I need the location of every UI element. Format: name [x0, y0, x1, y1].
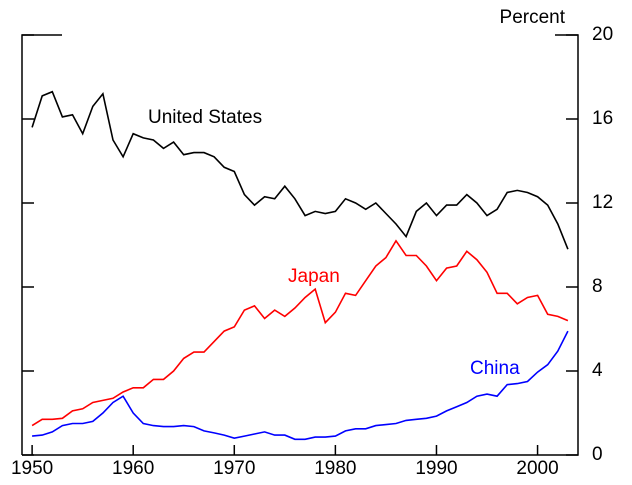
- y-axis-label: Percent: [500, 7, 566, 28]
- y-tick-label: 16: [592, 108, 613, 129]
- x-tick-label: 1950: [11, 458, 53, 479]
- series-line: [31, 239, 569, 427]
- series-line: [31, 90, 569, 250]
- series-label: United States: [148, 107, 262, 128]
- x-tick-label: 1980: [314, 458, 356, 479]
- y-tick-label: 8: [592, 276, 603, 297]
- plot-frame: [21, 34, 579, 456]
- series-label: Japan: [288, 266, 340, 287]
- y-tick-label: 20: [592, 24, 613, 45]
- series-label: China: [470, 358, 520, 379]
- x-tick-label: 1960: [112, 458, 154, 479]
- x-tick-label: 1970: [213, 458, 255, 479]
- x-tick-label: 2000: [516, 458, 558, 479]
- y-tick-label: 12: [592, 192, 613, 213]
- series-line: [32, 330, 569, 441]
- y-tick-label: 0: [592, 444, 603, 465]
- x-tick-label: 1990: [415, 458, 457, 479]
- y-tick-label: 4: [592, 360, 603, 381]
